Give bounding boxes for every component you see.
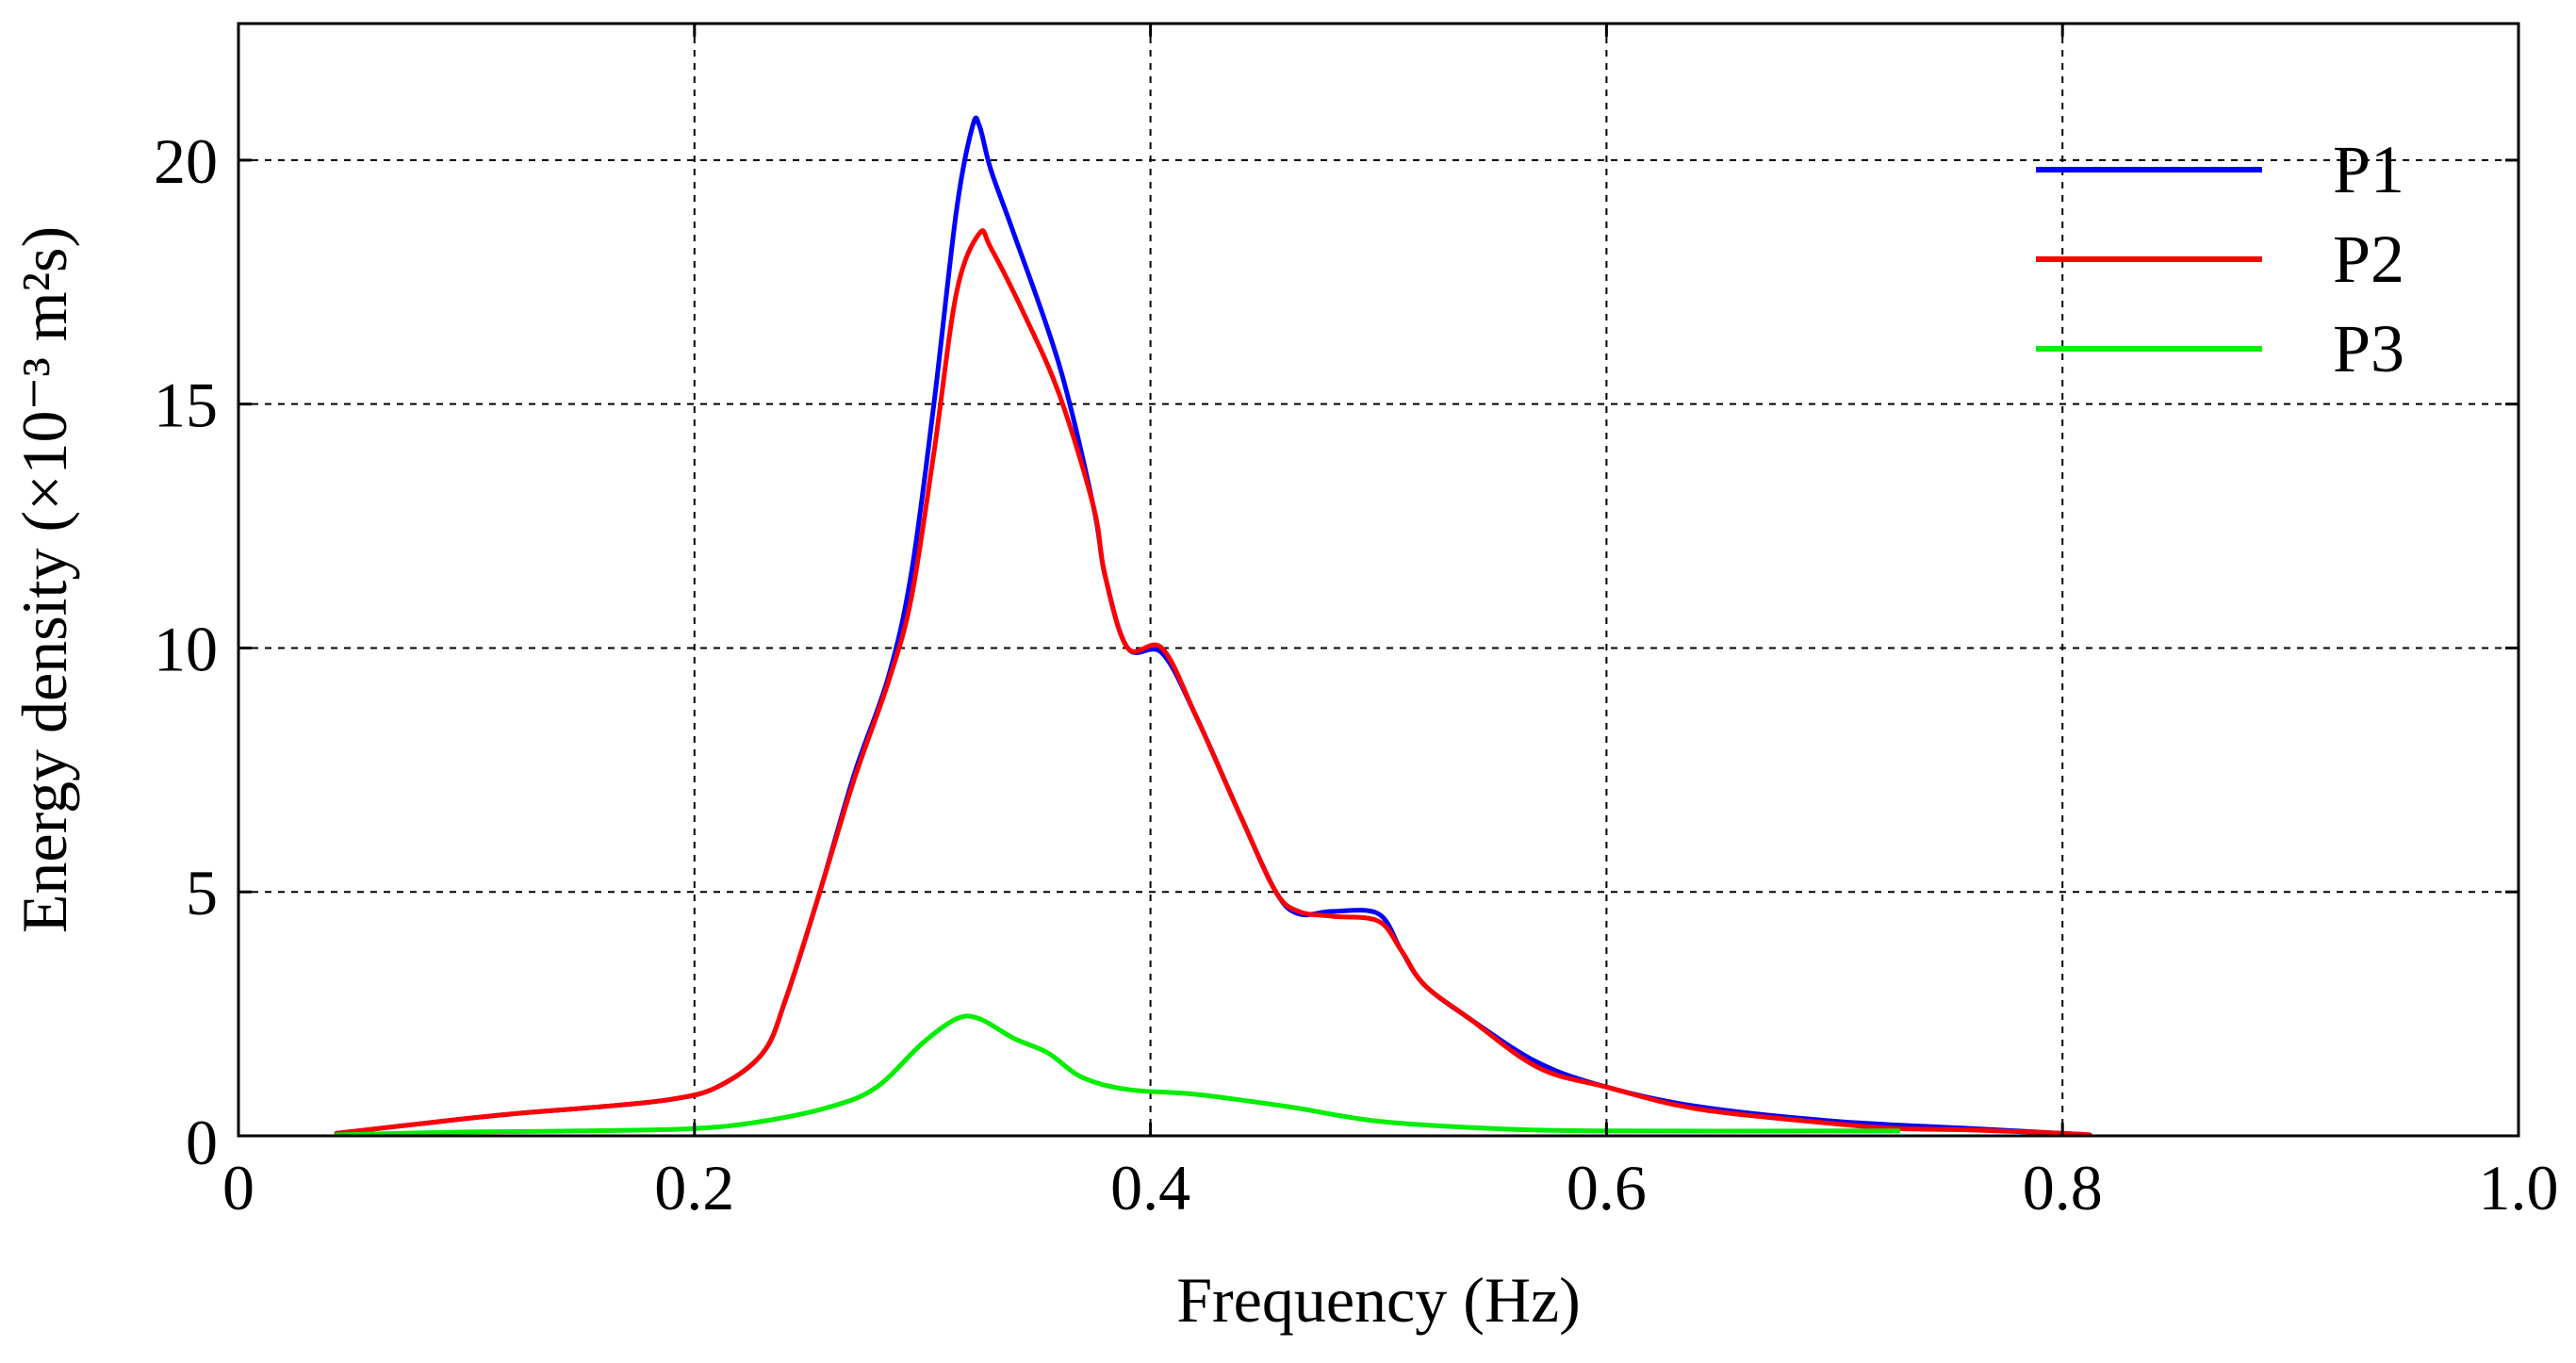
y-tick-label: 20 [154, 125, 218, 197]
x-tick-label: 0.4 [1110, 1152, 1190, 1223]
series-line-p3 [334, 1013, 1901, 1138]
series-line-p1 [334, 115, 2092, 1138]
legend-label-p1: P1 [2333, 132, 2404, 207]
x-tick-label: 0.8 [2023, 1152, 2103, 1223]
plot-frame [237, 22, 2520, 1138]
x-axis-label: Frequency (Hz) [1176, 1264, 1581, 1336]
y-axis-label: Energy density (×10⁻³ m²s) [8, 226, 80, 933]
legend: P1 P2 P3 [2036, 132, 2404, 386]
y-tick-label: 5 [186, 857, 218, 928]
grid [238, 24, 2519, 1136]
y-tick-label: 10 [154, 613, 218, 684]
y-tick-label: 0 [186, 1107, 218, 1178]
series-lines [334, 115, 2092, 1138]
x-tick-label: 0.6 [1567, 1152, 1647, 1223]
y-tick-label: 15 [154, 369, 218, 441]
axis-ticks: 0 0.2 0.4 0.6 0.8 1.0 0 5 10 15 20 [154, 24, 2559, 1223]
legend-label-p3: P3 [2333, 311, 2404, 386]
x-tick-label: 1.0 [2479, 1152, 2559, 1223]
x-tick-label: 0.2 [654, 1152, 734, 1223]
x-tick-label: 0 [222, 1152, 254, 1223]
series-line-p2 [334, 228, 2092, 1138]
legend-label-p2: P2 [2333, 222, 2404, 297]
